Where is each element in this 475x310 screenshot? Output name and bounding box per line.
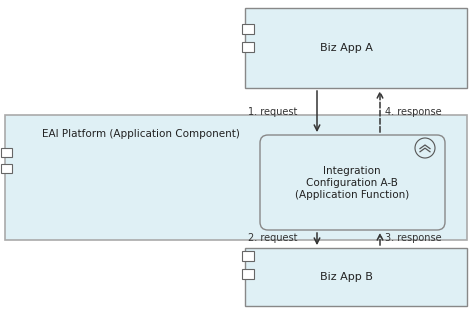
Bar	[0, 148, 11, 157]
Text: 3. response: 3. response	[385, 233, 442, 243]
Text: 2. request: 2. request	[248, 233, 297, 243]
Text: 1. request: 1. request	[248, 107, 297, 117]
Bar	[245, 248, 467, 306]
Bar	[242, 251, 254, 261]
Bar	[245, 8, 467, 88]
FancyBboxPatch shape	[260, 135, 445, 230]
Bar	[0, 163, 11, 172]
Bar	[5, 115, 467, 240]
Text: Biz App B: Biz App B	[320, 272, 373, 282]
Text: Integration
Configuration A-B
(Application Function): Integration Configuration A-B (Applicati…	[295, 166, 409, 200]
Bar	[242, 42, 254, 52]
Text: EAI Platform (Application Component): EAI Platform (Application Component)	[42, 129, 240, 139]
Text: Biz App A: Biz App A	[320, 43, 373, 53]
Text: 4. response: 4. response	[385, 107, 442, 117]
Bar	[242, 24, 254, 34]
Bar	[242, 269, 254, 279]
